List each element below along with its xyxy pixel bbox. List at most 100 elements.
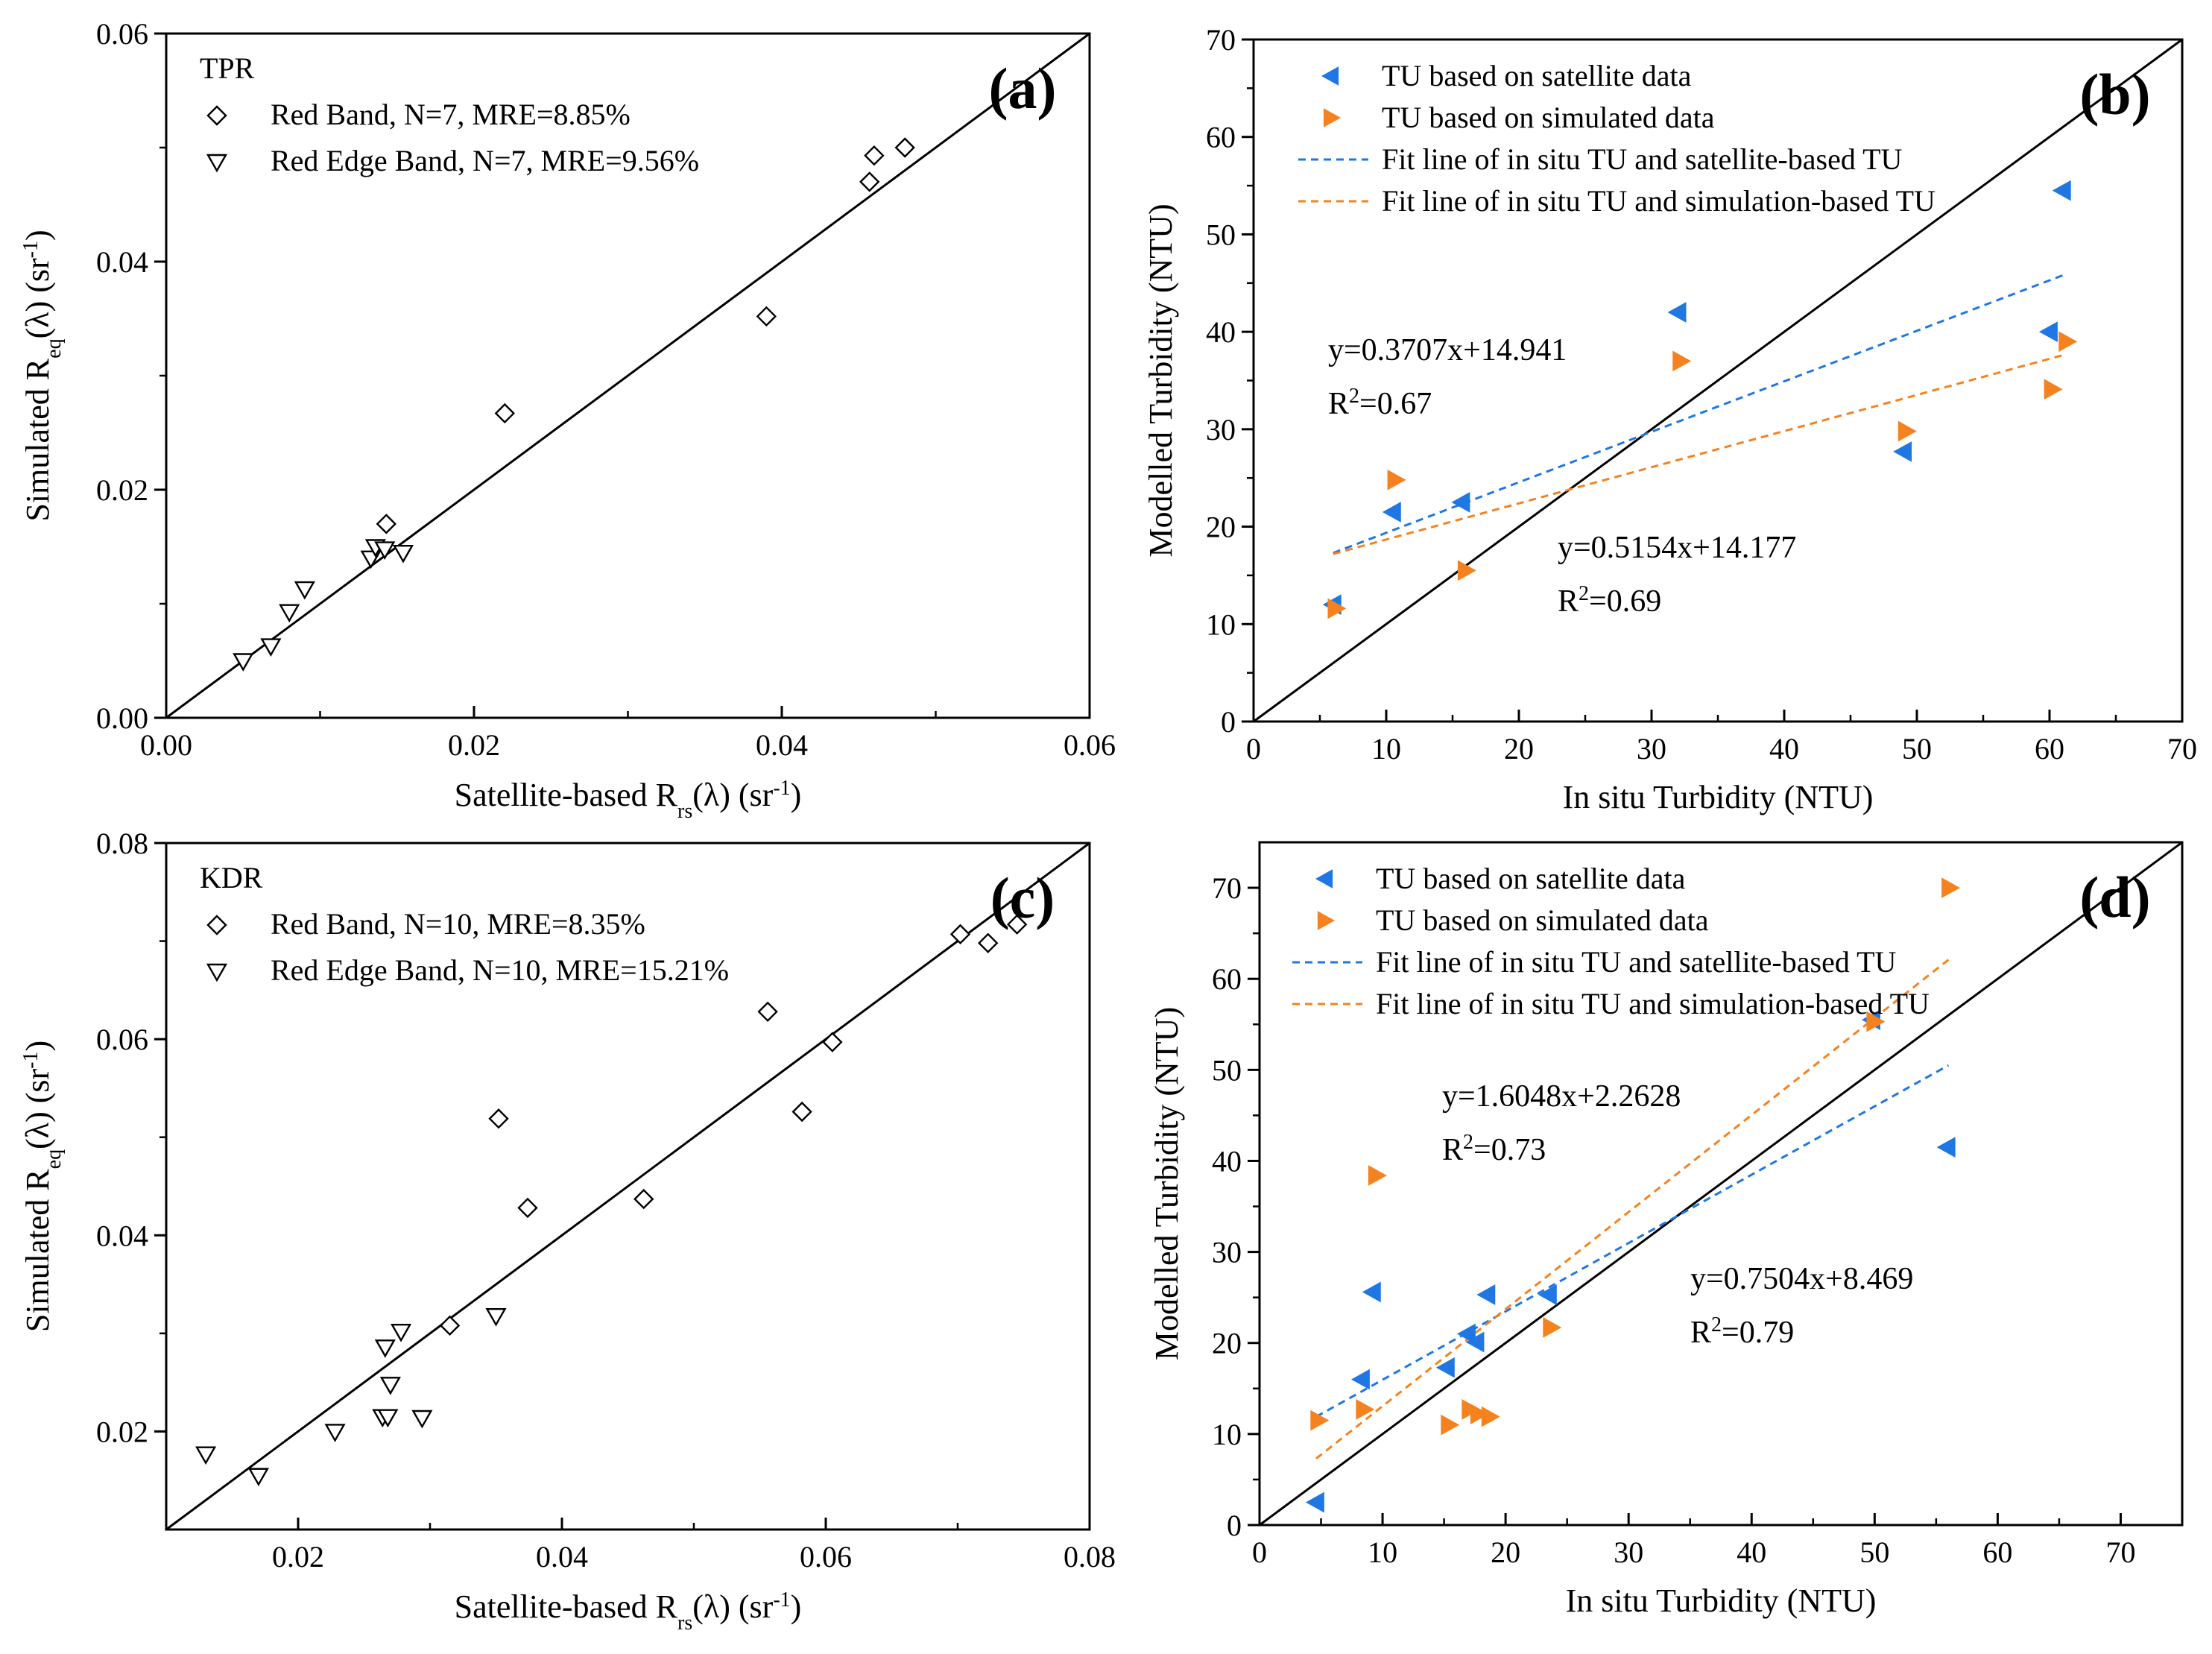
data-point-series1 bbox=[2038, 321, 2058, 342]
data-point-series1 bbox=[1667, 302, 1687, 323]
y-axis-title: Modelled Turbidity (NTU) bbox=[1143, 203, 1179, 557]
data-point-series2 bbox=[1457, 560, 1476, 581]
y-tick-label: 70 bbox=[1206, 23, 1236, 57]
y-tick-label: 0.00 bbox=[96, 701, 148, 735]
data-point-series2 bbox=[374, 1339, 396, 1358]
data-point-series1 bbox=[517, 1197, 538, 1219]
legend-marker bbox=[206, 105, 227, 126]
y-tick-label: 0.06 bbox=[96, 1023, 148, 1056]
data-point-series2 bbox=[377, 1409, 399, 1428]
data-point-series1 bbox=[1476, 1284, 1496, 1305]
data-point-series1 bbox=[439, 1315, 461, 1336]
y-tick-label: 0.04 bbox=[96, 245, 148, 279]
y-tick-label: 0.02 bbox=[96, 473, 148, 507]
legend-marker bbox=[1323, 108, 1342, 127]
x-tick-label: 40 bbox=[1737, 1535, 1766, 1569]
data-point-series2 bbox=[1866, 1011, 1886, 1032]
y-tick-label: 30 bbox=[1206, 413, 1236, 446]
x-axis-title: Satellite-based Rrs(λ) (sr-1) bbox=[455, 1588, 802, 1635]
x-tick-label: 0.06 bbox=[1064, 728, 1116, 762]
data-point-series2 bbox=[1543, 1317, 1562, 1338]
panel-label: (d) bbox=[2079, 865, 2150, 929]
legend-marker bbox=[1315, 869, 1333, 888]
data-point-series2 bbox=[1387, 469, 1406, 490]
y-tick-label: 50 bbox=[1206, 218, 1236, 251]
group-label: TPR bbox=[200, 51, 255, 85]
x-tick-label: 0.02 bbox=[448, 728, 500, 762]
fit-r-squared: R2=0.67 bbox=[1328, 385, 1432, 422]
data-point-series1 bbox=[1006, 914, 1028, 935]
y-tick-label: 20 bbox=[1212, 1327, 1242, 1360]
x-tick-label: 70 bbox=[2167, 732, 2197, 766]
data-point-series1 bbox=[2052, 180, 2071, 201]
legend-entry: Fit line of in situ TU and simulation-ba… bbox=[1382, 184, 1935, 218]
y-tick-label: 30 bbox=[1212, 1236, 1242, 1269]
x-tick-label: 60 bbox=[2035, 732, 2064, 766]
legend-marker bbox=[206, 963, 228, 982]
data-point-series2 bbox=[324, 1424, 346, 1442]
data-point-series1 bbox=[488, 1108, 509, 1129]
data-point-series1 bbox=[1362, 1281, 1381, 1303]
data-point-series2 bbox=[195, 1446, 217, 1465]
fit-r-squared: R2=0.73 bbox=[1442, 1131, 1546, 1168]
data-point-series2 bbox=[279, 604, 300, 623]
fit-equation: y=0.3707x+14.941 bbox=[1328, 333, 1567, 367]
data-point-series2 bbox=[260, 638, 282, 657]
panel-label: (b) bbox=[2079, 62, 2150, 127]
x-tick-label: 0.08 bbox=[1064, 1540, 1116, 1573]
legend-entry: Fit line of in situ TU and simulation-ba… bbox=[1376, 987, 1930, 1020]
y-tick-label: 50 bbox=[1212, 1053, 1242, 1087]
panel-label: (a) bbox=[989, 56, 1057, 121]
chart-panel-d: 0 10 20 30 40 50 60 70 0 10 20 30 40 50 60 70 (d) In situ… bbox=[1148, 841, 2184, 1619]
legend-entry: Fit line of in situ TU and satellite-bas… bbox=[1382, 142, 1903, 176]
x-tick-label: 0.00 bbox=[140, 728, 192, 762]
panel-label: (c) bbox=[990, 865, 1055, 930]
data-point-series1 bbox=[1451, 492, 1470, 513]
fit-line-satellite bbox=[1315, 1064, 1950, 1418]
x-tick-label: 0 bbox=[1252, 1535, 1267, 1569]
x-axis-title: In situ Turbidity (NTU) bbox=[1566, 1582, 1877, 1619]
legend-entry: TU based on satellite data bbox=[1382, 59, 1692, 92]
data-point-series2 bbox=[390, 1324, 412, 1342]
data-point-series1 bbox=[494, 403, 515, 424]
data-point-series1 bbox=[859, 171, 880, 192]
chart-panel-a: 0.00 0.02 0.04 0.06 0.00 0.02 0.04 0.06 (a) Satel… bbox=[19, 17, 1116, 823]
data-point-series1 bbox=[1893, 441, 1912, 462]
data-point-series1 bbox=[1305, 1492, 1324, 1513]
identity-line bbox=[165, 32, 1090, 719]
x-tick-label: 0 bbox=[1246, 732, 1261, 766]
x-tick-label: 50 bbox=[1859, 1535, 1889, 1569]
x-tick-label: 50 bbox=[1902, 732, 1932, 766]
legend-entry: Red Edge Band, N=10, MRE=15.21% bbox=[271, 953, 729, 987]
data-point-series1 bbox=[757, 1001, 778, 1022]
legend-entry: TU based on simulated data bbox=[1382, 101, 1715, 134]
legend-entry: Red Edge Band, N=7, MRE=9.56% bbox=[271, 144, 699, 177]
fit-r-squared: R2=0.69 bbox=[1558, 582, 1661, 619]
data-point-series2 bbox=[485, 1307, 507, 1327]
legend-entry: Fit line of in situ TU and satellite-bas… bbox=[1376, 945, 1897, 979]
data-point-series2 bbox=[1356, 1399, 1375, 1420]
data-point-series1 bbox=[978, 932, 999, 953]
y-tick-label: 0.08 bbox=[96, 827, 148, 860]
data-point-series1 bbox=[1465, 1331, 1485, 1353]
identity-line bbox=[165, 842, 1090, 1531]
data-point-series2 bbox=[2044, 379, 2063, 400]
fit-equation: y=0.7504x+8.469 bbox=[1690, 1262, 1913, 1296]
data-point-series1 bbox=[1350, 1369, 1370, 1390]
data-point-series1 bbox=[1382, 502, 1401, 523]
fit-equation: y=1.6048x+2.2628 bbox=[1442, 1079, 1681, 1114]
data-point-series2 bbox=[1672, 350, 1692, 372]
data-point-series1 bbox=[791, 1101, 812, 1123]
data-point-series2 bbox=[411, 1410, 433, 1429]
data-point-series2 bbox=[2058, 331, 2078, 353]
x-tick-label: 0.04 bbox=[756, 728, 808, 762]
x-tick-label: 0.02 bbox=[272, 1540, 324, 1573]
x-tick-label: 30 bbox=[1637, 732, 1666, 766]
data-point-series1 bbox=[1538, 1284, 1557, 1305]
data-point-series1 bbox=[1435, 1357, 1455, 1378]
y-tick-label: 0 bbox=[1227, 1509, 1242, 1542]
data-point-series2 bbox=[379, 1377, 401, 1395]
x-tick-label: 0.04 bbox=[536, 1540, 588, 1573]
data-point-series1 bbox=[633, 1188, 654, 1210]
